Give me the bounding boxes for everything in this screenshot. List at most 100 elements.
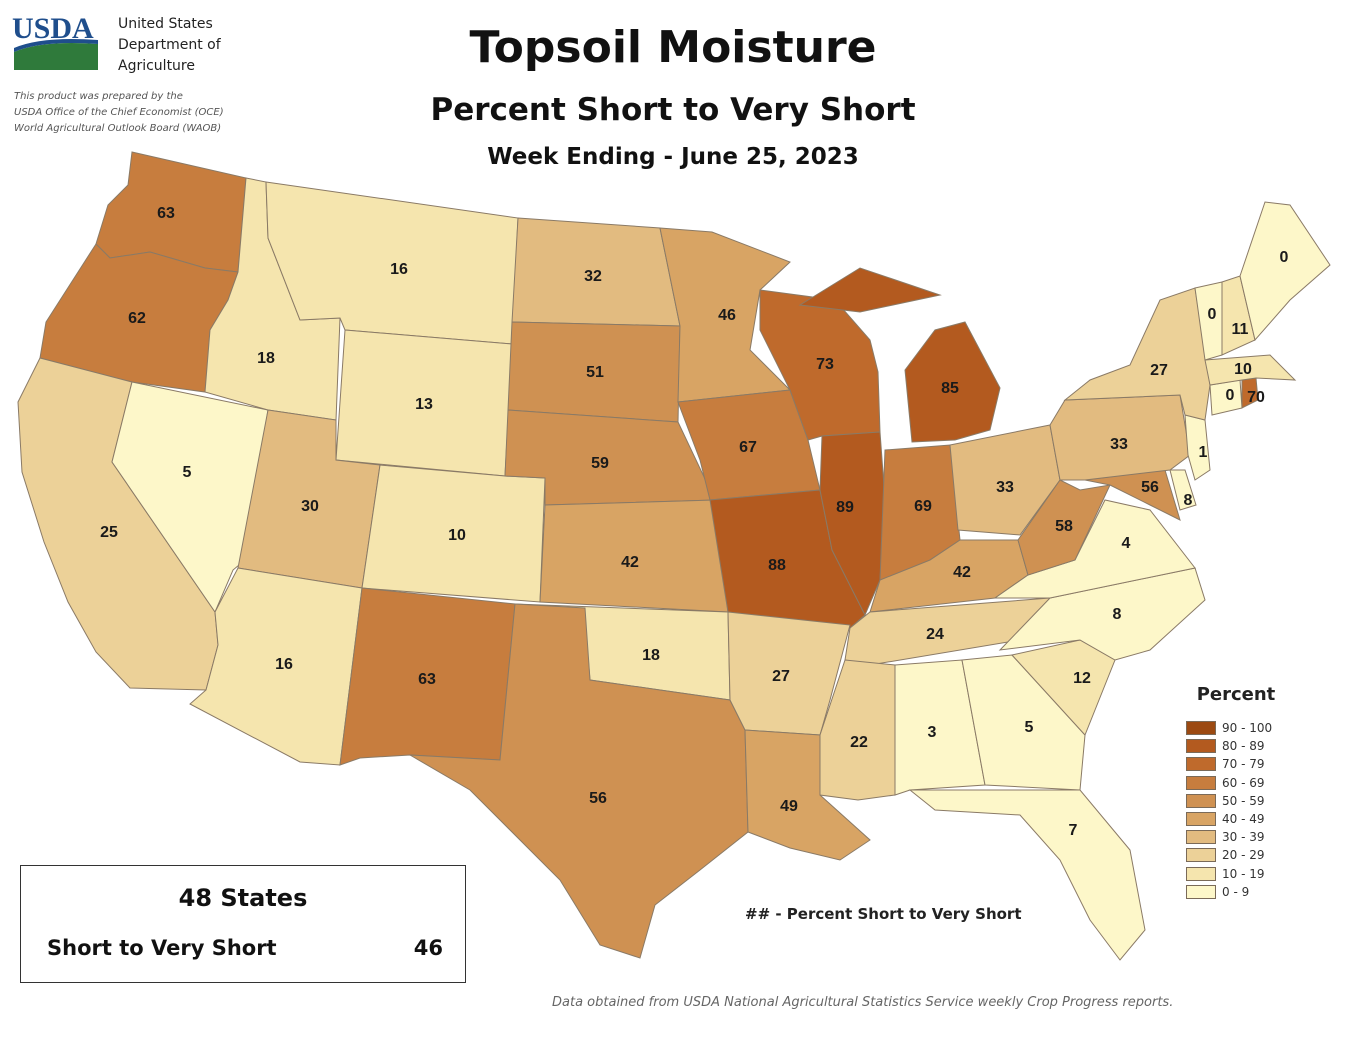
state-value-wv: 58 [1055, 518, 1073, 535]
state-fl [908, 789, 1146, 961]
state-value-la: 49 [780, 798, 798, 815]
legend-label: 90 - 100 [1222, 721, 1273, 736]
legend-item: 80 - 89 [1186, 737, 1296, 755]
state-value-ks: 42 [621, 554, 639, 571]
legend-swatch [1186, 830, 1216, 845]
state-value-tn: 24 [926, 626, 944, 643]
state-value-ok: 18 [642, 647, 660, 664]
prepared-line: World Agricultural Outlook Board (WAOB) [14, 123, 222, 134]
state-il [819, 431, 886, 617]
legend-label: 20 - 29 [1222, 848, 1265, 863]
state-value-ga: 5 [1025, 719, 1034, 736]
legend-swatch [1186, 775, 1216, 790]
state-al [894, 659, 986, 796]
state-value-me: 0 [1280, 249, 1289, 266]
legend-swatch [1186, 793, 1216, 808]
map-subtitle: Percent Short to Very Short [430, 92, 916, 128]
legend-item: 0 - 9 [1186, 883, 1296, 901]
source-note: Data obtained from USDA National Agricul… [552, 995, 1174, 1010]
legend-label: 40 - 49 [1222, 812, 1265, 827]
state-tx [409, 603, 749, 959]
legend-item: 70 - 79 [1186, 755, 1296, 773]
prepared-line: This product was prepared by the [14, 91, 183, 102]
legend-label: 30 - 39 [1222, 830, 1265, 845]
summary-title: 48 States [178, 884, 308, 912]
legend-item: 20 - 29 [1186, 846, 1296, 864]
state-value-de: 8 [1184, 492, 1193, 509]
legend-label: 50 - 59 [1222, 793, 1265, 808]
state-value-md: 56 [1141, 479, 1159, 496]
state-value-ut: 30 [301, 498, 319, 515]
state-value-fl: 7 [1069, 822, 1078, 839]
state-value-az: 16 [275, 656, 293, 673]
state-oh [949, 424, 1061, 536]
legend-swatch [1186, 757, 1216, 772]
legend-label: 0 - 9 [1222, 884, 1250, 899]
state-mn [659, 227, 792, 403]
state-value-ia: 67 [739, 439, 757, 456]
agency-name-line: United States [118, 16, 213, 32]
legend-label: 60 - 69 [1222, 775, 1265, 790]
state-value-tx: 56 [589, 790, 607, 807]
state-de [1169, 469, 1197, 511]
state-value-sc: 12 [1073, 670, 1091, 687]
summary-box: 48 States Short to Very Short 46 [20, 865, 466, 983]
state-value-nc: 8 [1113, 606, 1122, 623]
state-value-va: 4 [1122, 535, 1131, 552]
summary-label: Short to Very Short [47, 936, 277, 960]
state-value-nj: 1 [1199, 444, 1208, 461]
summary-value: 46 [413, 936, 443, 960]
legend-item: 30 - 39 [1186, 828, 1296, 846]
state-value-wi: 73 [816, 356, 834, 373]
state-value-id: 18 [257, 350, 275, 367]
state-value-nm: 63 [418, 671, 436, 688]
state-value-mt: 16 [390, 261, 408, 278]
legend-item: 90 - 100 [1186, 719, 1296, 737]
state-value-ct: 0 [1226, 387, 1235, 404]
state-value-mi: 85 [941, 380, 959, 397]
state-value-ma: 10 [1234, 361, 1252, 378]
state-value-al: 3 [928, 724, 937, 741]
legend-label: 10 - 19 [1222, 866, 1265, 881]
legend-title: Percent [1196, 684, 1276, 705]
state-value-ne: 59 [591, 455, 609, 472]
prepared-line: USDA Office of the Chief Economist (OCE) [14, 107, 224, 118]
legend-item: 40 - 49 [1186, 810, 1296, 828]
prepared-by-note: This product was prepared by the USDA Of… [14, 89, 224, 137]
state-value-il: 89 [836, 499, 854, 516]
state-value-ar: 27 [772, 668, 790, 685]
state-value-or: 62 [128, 310, 146, 327]
state-value-nh: 11 [1232, 321, 1249, 338]
state-value-sd: 51 [586, 364, 604, 381]
legend-label: 80 - 89 [1222, 739, 1265, 754]
state-value-co: 10 [448, 527, 466, 544]
week-ending: Week Ending - June 25, 2023 [487, 144, 859, 170]
state-value-mo: 88 [768, 557, 786, 574]
state-value-ca: 25 [100, 524, 118, 541]
legend-item: 60 - 69 [1186, 774, 1296, 792]
state-ma [1204, 354, 1297, 386]
agency-name-line: Department of [118, 37, 221, 53]
state-value-oh: 33 [996, 479, 1014, 496]
legend: Percent 90 - 100 80 - 89 70 - 79 60 - 69 50 … [1186, 684, 1296, 901]
value-note: ## - Percent Short to Very Short [745, 905, 1022, 923]
state-value-nd: 32 [584, 268, 602, 285]
state-value-mn: 46 [718, 307, 736, 324]
state-value-ri: 70 [1247, 389, 1265, 406]
legend-swatch [1186, 866, 1216, 881]
usda-logo: USDA [12, 12, 100, 72]
state-value-ms: 22 [850, 734, 868, 751]
state-value-wy: 13 [415, 396, 433, 413]
state-value-vt: 0 [1208, 306, 1217, 323]
state-value-nv: 5 [183, 464, 192, 481]
state-value-wa: 63 [157, 205, 175, 222]
agency-name: United States Department of Agriculture [118, 14, 221, 77]
state-value-in: 69 [914, 498, 932, 515]
legend-swatch [1186, 739, 1216, 754]
state-me [1239, 201, 1331, 342]
legend-swatch [1186, 721, 1216, 736]
legend-item: 10 - 19 [1186, 865, 1296, 883]
state-ga [961, 654, 1086, 791]
legend-label: 70 - 79 [1222, 757, 1265, 772]
state-mi [798, 267, 1001, 443]
